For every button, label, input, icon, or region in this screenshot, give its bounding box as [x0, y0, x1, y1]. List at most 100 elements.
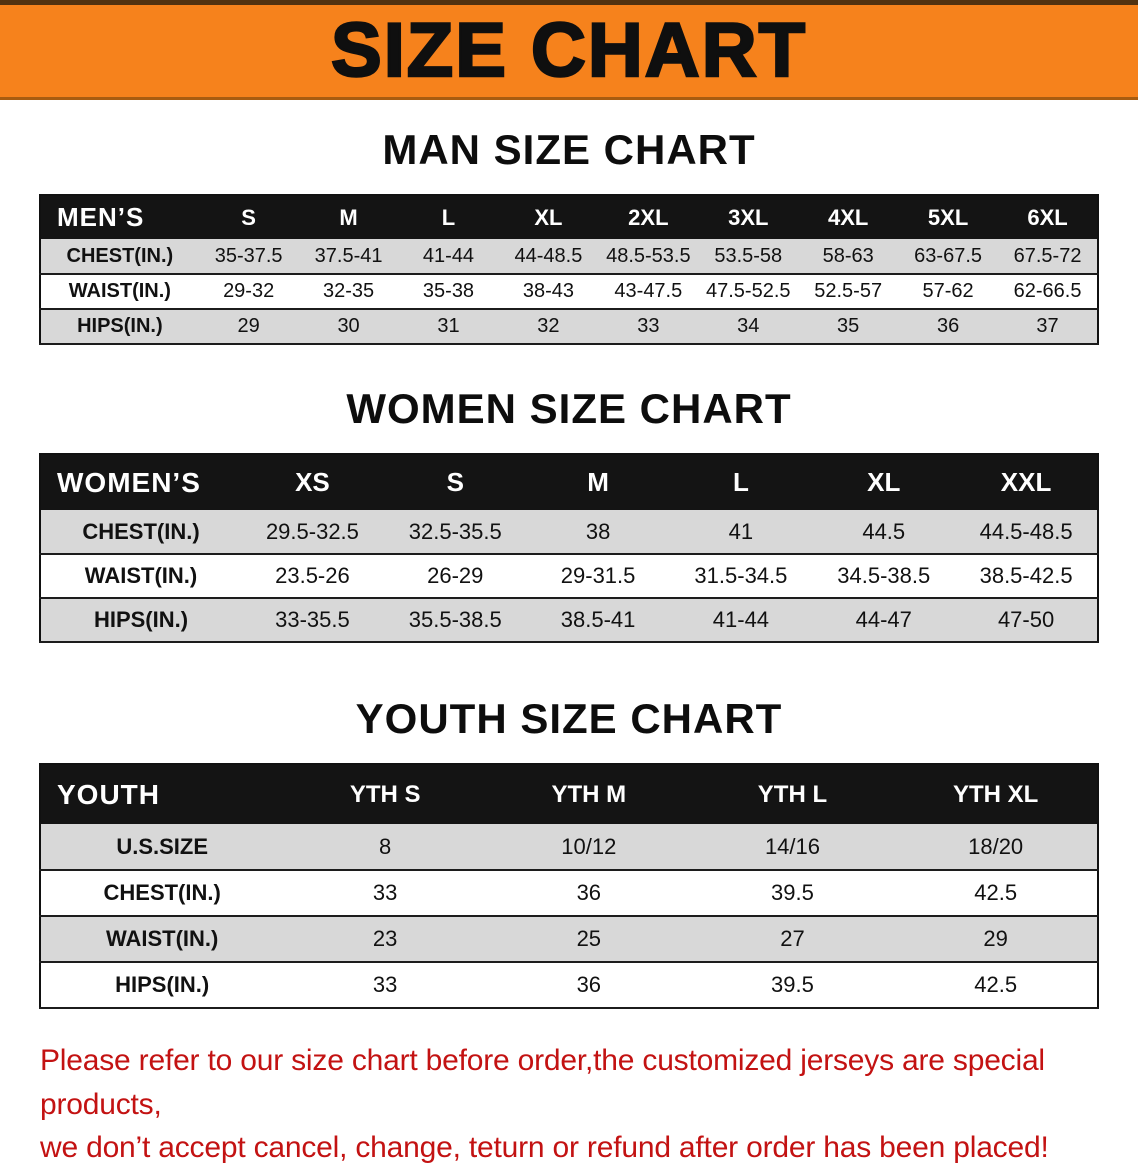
table-row: CHEST(IN.) 33 36 39.5 42.5	[40, 870, 1098, 916]
size-value-cell: 36	[936, 315, 960, 337]
size-value-cell: 35-38	[422, 280, 475, 302]
size-column-header: 3XL	[698, 195, 799, 239]
size-value-cell: 36	[576, 972, 602, 997]
size-column-header: YTH XL	[894, 764, 1098, 824]
size-column-header: S	[383, 454, 527, 510]
size-value-cell: 44-48.5	[514, 244, 583, 267]
size-value-cell: 43-47.5	[614, 280, 683, 302]
row-label: WAIST(IN.)	[68, 280, 171, 302]
size-value-cell: 29	[237, 315, 260, 337]
table-row: U.S.SIZE 8 10/12 14/16 18/20	[40, 824, 1098, 870]
size-value-cell: 35.5-38.5	[408, 607, 502, 632]
size-value-cell: 34.5-38.5	[837, 563, 931, 588]
size-value-cell: 29.5-32.5	[265, 518, 359, 544]
size-value-cell: 37	[1036, 315, 1059, 337]
size-value-cell: 35-37.5	[214, 244, 283, 267]
row-label: WAIST(IN.)	[105, 926, 219, 951]
table-corner-label: MEN’S	[40, 195, 199, 239]
size-value-cell: 38.5-42.5	[979, 563, 1073, 588]
size-value-cell: 29	[983, 926, 1008, 951]
size-value-cell: 26-29	[427, 563, 484, 588]
table-corner-label: WOMEN’S	[40, 454, 242, 510]
size-value-cell: 10/12	[561, 833, 617, 859]
size-value-cell: 23	[372, 926, 398, 951]
table-row: WAIST(IN.) 23 25 27 29	[40, 916, 1098, 962]
size-value-cell: 48.5-53.5	[606, 244, 691, 267]
size-value-cell: 42.5	[974, 880, 1018, 905]
size-column-header: 6XL	[998, 195, 1098, 239]
table-header-row: YOUTH YTH S YTH M YTH L YTH XL	[40, 764, 1098, 824]
size-value-cell: 41	[728, 518, 754, 544]
table-row: HIPS(IN.) 33-35.5 35.5-38.5 38.5-41 41-44 44-…	[40, 598, 1098, 642]
footer-line-1: Please refer to our size chart before or…	[40, 1044, 1045, 1121]
banner: SIZE CHART	[0, 0, 1138, 100]
size-value-cell: 58-63	[822, 244, 874, 267]
size-value-cell: 39.5	[771, 880, 814, 905]
size-value-cell: 41-44	[422, 244, 475, 267]
size-value-cell: 62-66.5	[1013, 280, 1082, 302]
size-value-cell: 18/20	[968, 833, 1024, 859]
men-size-table: MEN’S S M L XL 2XL 3XL 4XL 5XL 6XL CHEST(IN.) 35-37…	[39, 194, 1099, 345]
size-value-cell: 37.5-41	[314, 244, 383, 267]
size-value-cell: 63-67.5	[914, 244, 983, 267]
footer-line-2: we don’t accept cancel, change, teturn o…	[40, 1131, 1049, 1164]
size-column-header: YTH L	[690, 764, 895, 824]
table-row: HIPS(IN.) 29 30 31 32 33 34 35 36 37	[40, 309, 1098, 344]
size-column-header: L	[398, 195, 499, 239]
table-row: CHEST(IN.) 35-37.5 37.5-41 41-44 44-48.5 48.5…	[40, 239, 1098, 274]
youth-chart-title: YOUTH SIZE CHART	[355, 695, 783, 742]
row-label: U.S.SIZE	[116, 833, 208, 859]
size-value-cell: 38.5-41	[560, 607, 636, 632]
size-column-header: M	[526, 454, 670, 510]
youth-size-table: YOUTH YTH S YTH M YTH L YTH XL U.S.SIZE 8 10/12…	[39, 763, 1099, 1009]
size-value-cell: 31	[437, 315, 460, 337]
size-value-cell: 33-35.5	[275, 607, 350, 632]
size-value-cell: 38	[585, 518, 611, 544]
size-value-cell: 44.5	[862, 518, 906, 544]
size-value-cell: 47-50	[997, 607, 1055, 632]
table-header-row: WOMEN’S XS S M L XL XXL	[40, 454, 1098, 510]
size-value-cell: 44-47	[855, 607, 912, 632]
size-column-header: S	[198, 195, 299, 239]
size-value-cell: 25	[576, 926, 602, 951]
banner-title: SIZE CHART	[330, 8, 807, 93]
size-value-cell: 35	[837, 315, 860, 337]
size-value-cell: 33	[637, 315, 660, 337]
size-column-header: 4XL	[798, 195, 899, 239]
row-label: CHEST(IN.)	[82, 518, 200, 544]
women-size-table: WOMEN’S XS S M L XL XXL CHEST(IN.) 29.5-32.5 32.5…	[39, 453, 1099, 643]
size-value-cell: 14/16	[764, 833, 820, 859]
size-value-cell: 38-43	[522, 280, 574, 302]
size-column-header: L	[669, 454, 813, 510]
table-row: CHEST(IN.) 29.5-32.5 32.5-35.5 38 41 44.5 44.5…	[40, 510, 1098, 554]
size-value-cell: 30	[337, 315, 360, 337]
size-value-cell: 23.5-26	[275, 563, 350, 588]
table-header-row: MEN’S S M L XL 2XL 3XL 4XL 5XL 6XL	[40, 195, 1098, 239]
size-value-cell: 32.5-35.5	[408, 518, 502, 544]
size-value-cell: 33	[372, 972, 398, 997]
size-column-header: XXL	[955, 454, 1098, 510]
size-value-cell: 44.5-48.5	[979, 518, 1073, 544]
size-value-cell: 32	[537, 315, 560, 337]
row-label: WAIST(IN.)	[84, 563, 198, 588]
size-value-cell: 57-62	[922, 280, 974, 302]
row-label: HIPS(IN.)	[77, 315, 163, 337]
table-row: WAIST(IN.) 23.5-26 26-29 29-31.5 31.5-34.5 34…	[40, 554, 1098, 598]
table-corner-label: YOUTH	[40, 764, 284, 824]
row-label: CHEST(IN.)	[66, 244, 174, 267]
size-value-cell: 52.5-57	[814, 280, 883, 302]
size-value-cell: 29-32	[223, 280, 275, 302]
size-column-header: XL	[812, 454, 956, 510]
size-value-cell: 36	[576, 880, 602, 905]
row-label: HIPS(IN.)	[115, 972, 210, 997]
row-label: CHEST(IN.)	[103, 880, 221, 905]
size-column-header: YTH M	[486, 764, 691, 824]
size-value-cell: 42.5	[974, 972, 1018, 997]
size-value-cell: 31.5-34.5	[694, 563, 788, 588]
size-value-cell: 53.5-58	[714, 244, 783, 267]
table-row: WAIST(IN.) 29-32 32-35 35-38 38-43 43-47.5 47.…	[40, 274, 1098, 309]
women-chart-title: WOMEN SIZE CHART	[346, 385, 792, 432]
size-column-header: M	[298, 195, 399, 239]
size-value-cell: 41-44	[712, 607, 770, 632]
footer-note: Please refer to our size chart before or…	[40, 1039, 1118, 1170]
